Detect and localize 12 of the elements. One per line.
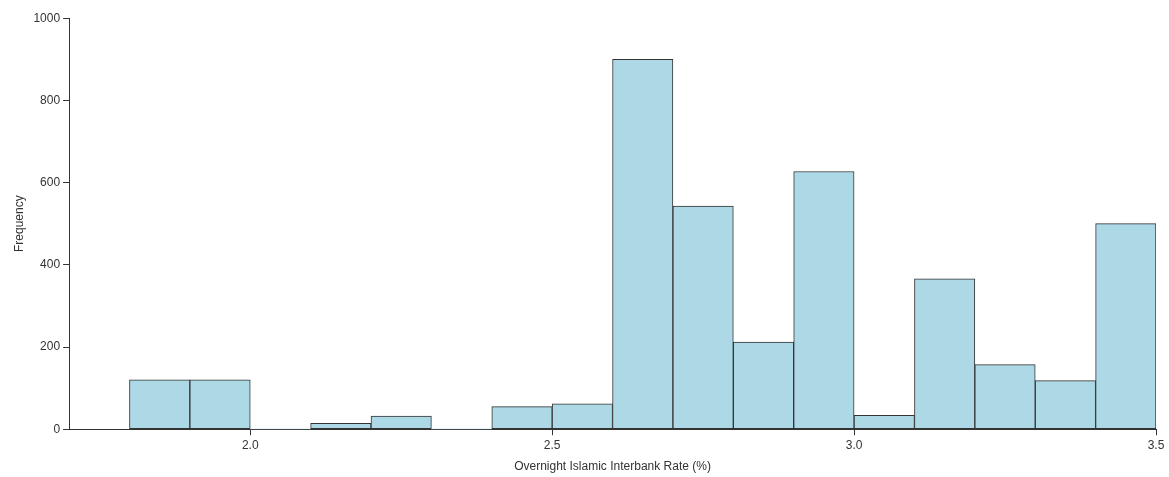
y-tick-label: 200 [40,339,61,354]
y-tick-label: 1000 [33,10,61,25]
x-tick-label: 3.0 [845,437,863,452]
y-tick-label: 600 [40,174,61,189]
x-tick-label: 3.5 [1147,437,1165,452]
x-tick-label: 2.5 [543,437,561,452]
y-axis-title: Frequency [11,195,26,253]
y-tick-label: 400 [40,257,61,272]
y-tick-label: 0 [53,421,61,436]
x-axis-title: Overnight Islamic Interbank Rate (%) [514,459,711,474]
x-tick-label: 2.0 [241,437,259,452]
y-tick-label: 800 [40,92,61,107]
